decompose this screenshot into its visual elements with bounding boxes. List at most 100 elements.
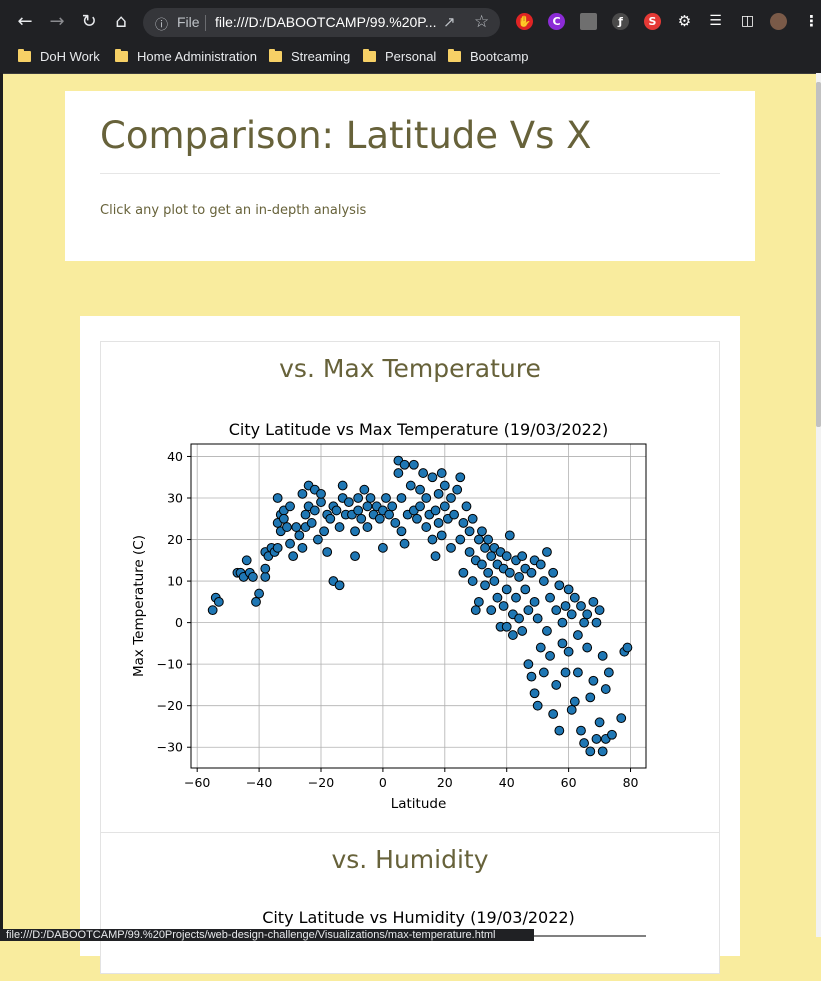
chart-title: City Latitude vs Humidity (19/03/2022) xyxy=(262,908,575,927)
share-icon[interactable]: ↗ xyxy=(443,13,456,31)
data-point xyxy=(449,509,459,520)
data-point xyxy=(353,493,364,503)
data-point xyxy=(300,509,311,520)
bookmarks-bar: DoH Work Home Administration Streaming P… xyxy=(0,44,821,74)
side-panel-icon[interactable]: ◫ xyxy=(740,13,755,29)
data-point xyxy=(517,626,528,636)
forward-icon[interactable]: → xyxy=(49,11,65,32)
data-point xyxy=(350,551,360,562)
data-point xyxy=(334,522,345,532)
max-temperature-scatter-plot[interactable]: City Latitude vs Max Temperature (19/03/… xyxy=(101,390,719,830)
data-point xyxy=(334,580,345,591)
data-point xyxy=(483,534,494,545)
data-point xyxy=(591,734,602,744)
x-tick-label: 20 xyxy=(437,775,453,790)
profile-avatar[interactable] xyxy=(770,13,787,30)
data-point xyxy=(316,488,326,499)
data-point xyxy=(498,601,509,611)
data-point xyxy=(458,567,469,578)
bookmark-folder-home-administration[interactable]: Home Administration xyxy=(115,44,257,76)
stop-hand-extension-icon[interactable]: ✋ xyxy=(516,13,533,30)
c-extension-icon[interactable]: C xyxy=(548,13,565,30)
grey-extension-icon[interactable] xyxy=(580,13,597,30)
address-bar[interactable]: ⓘ File file:///D:/DABOOTCAMP/99.%20P... … xyxy=(143,8,500,37)
y-tick-label: −20 xyxy=(157,698,183,713)
data-point xyxy=(282,522,292,532)
data-point xyxy=(573,667,583,678)
bookmark-folder-streaming[interactable]: Streaming xyxy=(269,44,350,76)
data-point xyxy=(588,675,599,686)
scrollbar-thumb[interactable] xyxy=(816,82,821,427)
media-queue-icon[interactable]: ☰ xyxy=(709,13,722,29)
data-point xyxy=(573,630,583,640)
bookmark-folder-bootcamp[interactable]: Bootcamp xyxy=(448,44,529,76)
data-point xyxy=(473,534,484,545)
back-icon[interactable]: ← xyxy=(17,11,33,32)
panel-humidity[interactable]: vs. Humidity City Latitude vs Humidity (… xyxy=(100,832,720,974)
folder-icon xyxy=(269,49,282,62)
x-tick-label: −20 xyxy=(308,775,334,790)
data-point xyxy=(337,480,348,491)
reload-icon[interactable]: ↻ xyxy=(81,11,97,32)
page-subtitle: Click any plot to get an in-depth analys… xyxy=(100,203,367,218)
data-point xyxy=(520,584,531,595)
data-point xyxy=(427,534,438,545)
data-point xyxy=(325,513,336,524)
x-tick-label: 40 xyxy=(499,775,515,790)
menu-kebab-icon[interactable]: ⋮ xyxy=(804,12,819,30)
data-point xyxy=(501,621,512,632)
data-point xyxy=(399,459,410,470)
s-extension-icon[interactable]: S xyxy=(644,13,661,30)
info-icon[interactable]: ⓘ xyxy=(155,18,169,33)
data-point xyxy=(251,596,261,607)
status-bar-url: file:///D:/DABOOTCAMP/99.%20Projects/web… xyxy=(0,929,534,941)
data-point xyxy=(446,542,456,553)
x-tick-label: −40 xyxy=(246,775,272,790)
data-point xyxy=(538,576,549,586)
x-tick-label: 80 xyxy=(623,775,639,790)
url-text[interactable]: file:///D:/DABOOTCAMP/99.%20P... xyxy=(215,14,437,30)
bookmark-label: DoH Work xyxy=(40,49,100,64)
data-point xyxy=(548,709,559,719)
scheme-label: File xyxy=(177,14,200,30)
data-point xyxy=(470,605,481,616)
bookmark-label: Personal xyxy=(385,49,437,64)
home-icon[interactable]: ⌂ xyxy=(115,11,127,32)
data-point xyxy=(504,530,515,541)
data-point xyxy=(350,526,360,537)
data-point xyxy=(353,505,364,516)
scrollbar-track[interactable] xyxy=(816,73,821,937)
bookmark-label: Home Administration xyxy=(137,49,257,64)
data-point xyxy=(393,468,404,478)
bookmark-star-icon[interactable]: ☆ xyxy=(474,12,490,32)
y-axis-label: Max Temperature (C) xyxy=(131,535,147,677)
data-point xyxy=(412,513,422,524)
bookmark-folder-doh-work[interactable]: DoH Work xyxy=(18,44,100,76)
data-point xyxy=(514,613,524,624)
data-point xyxy=(529,596,540,607)
data-point xyxy=(569,592,580,603)
data-point xyxy=(563,646,574,657)
x-axis-label: Latitude xyxy=(391,796,447,812)
data-point xyxy=(396,526,407,537)
data-point xyxy=(387,501,398,512)
data-point xyxy=(501,584,512,595)
data-point xyxy=(260,563,271,574)
data-point xyxy=(436,530,447,541)
data-point xyxy=(306,518,317,528)
data-point xyxy=(579,738,589,748)
data-point xyxy=(272,542,283,553)
data-point xyxy=(297,542,308,553)
data-point xyxy=(603,667,614,678)
data-point xyxy=(455,472,466,483)
data-point xyxy=(415,501,425,512)
data-point xyxy=(455,534,466,545)
data-point xyxy=(535,559,546,570)
data-point xyxy=(551,680,562,690)
bookmark-folder-personal[interactable]: Personal xyxy=(363,44,436,76)
panel-max-temperature[interactable]: vs. Max Temperature City Latitude vs Max… xyxy=(100,341,720,833)
data-point xyxy=(560,601,571,611)
data-point xyxy=(560,667,571,678)
extensions-puzzle-icon[interactable]: ⚙ xyxy=(677,12,692,30)
script-extension-icon[interactable]: ƒ xyxy=(612,13,629,30)
